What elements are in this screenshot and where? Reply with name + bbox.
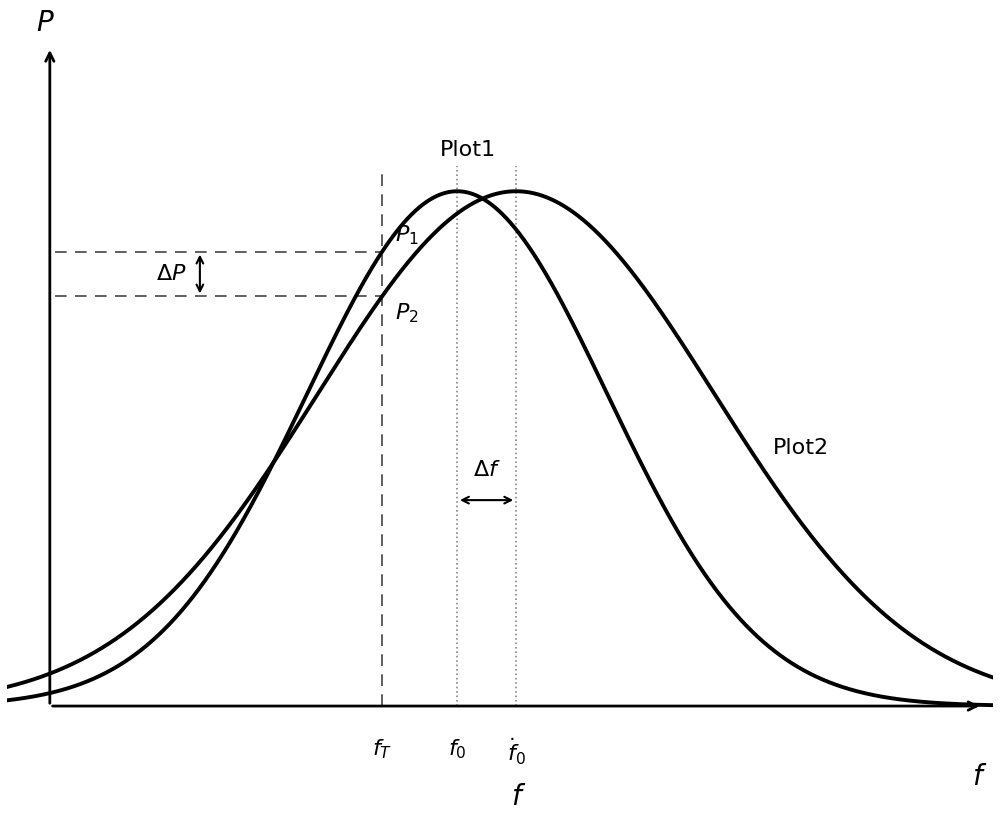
Text: f: f — [511, 783, 521, 811]
Text: $P_1$: $P_1$ — [395, 223, 419, 246]
Text: $\Delta f$: $\Delta f$ — [473, 460, 501, 479]
Text: f: f — [972, 763, 982, 791]
Text: P: P — [36, 9, 53, 37]
Text: $f_T$: $f_T$ — [372, 737, 392, 760]
Text: $\Delta P$: $\Delta P$ — [156, 264, 187, 284]
Text: $\dot{f}_0$: $\dot{f}_0$ — [507, 737, 525, 768]
Text: $P_2$: $P_2$ — [395, 301, 419, 325]
Text: Plot2: Plot2 — [773, 438, 829, 458]
Text: $f_0$: $f_0$ — [448, 737, 466, 760]
Text: Plot1: Plot1 — [440, 140, 496, 160]
